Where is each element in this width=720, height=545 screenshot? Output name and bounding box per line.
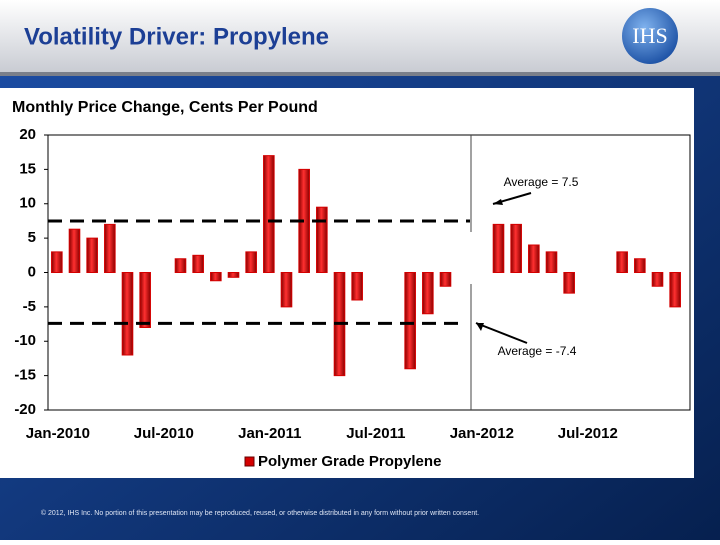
bar (192, 254, 204, 273)
chart: -20 -15 -10 -5 0 5 10 15 20 Jan-2010 Jul-2010 Jan-2… (14, 126, 681, 470)
bar (104, 223, 116, 273)
bar (616, 251, 628, 273)
y-tick-label: -20 (14, 401, 36, 418)
bar (316, 206, 328, 273)
bar (121, 272, 134, 356)
y-tick-label: 15 (19, 160, 36, 177)
y-tick-label: 10 (19, 195, 36, 212)
x-tick-label: Jul-2011 (346, 425, 405, 442)
y-tick-label: -10 (14, 332, 36, 349)
x-tick-label: Jan-2010 (26, 425, 90, 442)
legend-label: Polymer Grade Propylene (258, 453, 441, 470)
bar (651, 272, 664, 287)
bar (492, 223, 505, 273)
bar (351, 272, 363, 301)
bar (563, 272, 575, 294)
average-label: Average = -7.4 (498, 344, 577, 358)
bar (227, 272, 240, 278)
slide-title: Volatility Driver: Propylene (24, 23, 329, 50)
bar (210, 272, 222, 282)
bar (86, 237, 98, 273)
y-tick-label: -15 (14, 367, 36, 384)
bar (280, 272, 293, 308)
logo (622, 8, 678, 64)
arrow-head (493, 199, 503, 205)
arrow-head (476, 323, 484, 331)
logo-text: IHS (632, 23, 667, 48)
average-arrow (475, 322, 528, 344)
y-tick-label: 5 (28, 229, 36, 246)
x-tick-label: Jul-2012 (558, 425, 618, 442)
bar (422, 272, 434, 315)
x-tick-label: Jan-2011 (238, 425, 301, 442)
chart-title: Monthly Price Change, Cents Per Pound (12, 99, 318, 116)
y-tick-label: -5 (23, 298, 36, 315)
bar (68, 228, 81, 273)
bar (545, 251, 558, 273)
bar (139, 272, 151, 328)
plot-area (47, 134, 691, 411)
bar (174, 258, 187, 273)
legend-swatch (244, 456, 255, 467)
x-tick-label: Jan-2012 (450, 425, 514, 442)
x-tick-label: Jul-2010 (134, 425, 194, 442)
bar (439, 272, 452, 287)
average-label: Average = 7.5 (504, 175, 579, 189)
y-tick-label: 20 (19, 126, 36, 143)
y-tick-label: 0 (28, 263, 36, 280)
bar (528, 244, 540, 273)
bar (51, 251, 63, 273)
bar (510, 223, 522, 273)
bar (263, 155, 275, 273)
bar (245, 251, 257, 273)
separator (0, 72, 720, 76)
footer: © 2012, IHS Inc. No portion of this pres… (41, 509, 479, 517)
bar (634, 258, 646, 273)
bar (404, 272, 416, 370)
title-band (0, 0, 720, 72)
bar (669, 272, 681, 308)
